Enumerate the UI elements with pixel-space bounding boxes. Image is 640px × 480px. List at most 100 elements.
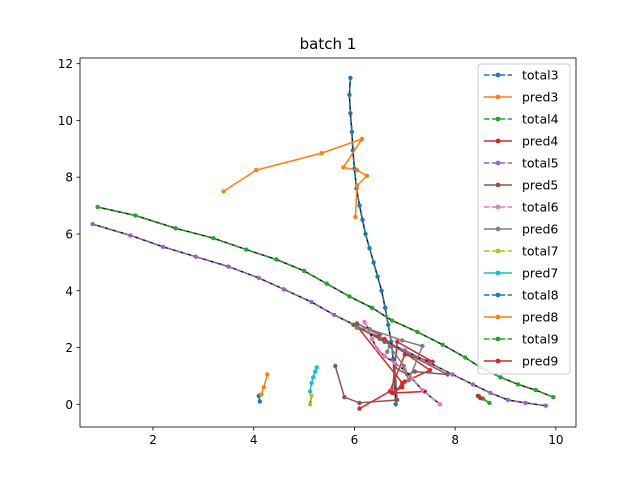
series-pred4-point [357, 406, 362, 411]
legend-label-pred8: pred8 [522, 310, 558, 325]
series-total5-point [543, 403, 548, 408]
series-total5-point [193, 254, 198, 259]
y-tick-label: 6 [65, 227, 73, 241]
series-pred7-point [310, 375, 316, 380]
series-total5-point [160, 244, 166, 249]
series-pred3-point [319, 150, 324, 156]
series-pred6-point [406, 378, 411, 383]
legend-marker-pred5 [495, 182, 501, 188]
series-pred8 [259, 372, 270, 397]
legend-label-total8: total8 [522, 288, 559, 303]
series-total3-point [360, 217, 365, 222]
x-tick-label: 2 [149, 433, 157, 447]
plot-area [90, 75, 556, 411]
series-total3-point [348, 111, 353, 116]
series-total7-point [309, 393, 314, 398]
series-total5-point [488, 390, 493, 396]
y-tick-label: 2 [65, 341, 73, 355]
series-total3 [347, 75, 398, 407]
legend-marker-total9 [495, 336, 501, 342]
series-total4-point [533, 387, 538, 393]
series-pred5-point [357, 400, 362, 406]
series-total5-point [256, 275, 261, 281]
series-pred4-point [400, 385, 405, 390]
y-tick-label: 10 [58, 114, 73, 128]
series-total5-point [128, 233, 133, 238]
series-total3-point [367, 246, 372, 251]
x-tick-label: 8 [451, 433, 459, 447]
legend-label-total5: total5 [522, 156, 559, 171]
series-layer [90, 75, 556, 411]
series-pred6-point [385, 349, 390, 354]
series-total6-point [382, 353, 387, 359]
series-total4-point [324, 281, 329, 286]
series-pred3-point [354, 183, 360, 188]
legend-label-pred9: pred9 [522, 354, 558, 369]
legend-label-total7: total7 [522, 244, 559, 259]
series-total6-line [363, 321, 441, 405]
series-pred3-point [354, 167, 360, 173]
series-total4-point [173, 226, 178, 231]
series-total5-point [281, 287, 287, 292]
series-total9-point [487, 400, 492, 406]
legend-label-total6: total6 [522, 200, 559, 215]
series-total5-point [309, 299, 314, 305]
legend-label-pred6: pred6 [522, 222, 558, 237]
series-total3-point [363, 231, 368, 237]
y-tick-label: 4 [65, 284, 73, 298]
series-total4-point [133, 213, 138, 218]
series-pred5-point [351, 322, 356, 327]
series-total4-point [369, 305, 375, 310]
series-total3-point [375, 274, 380, 279]
legend-marker-pred3 [495, 94, 501, 100]
x-tick-label: 6 [351, 433, 359, 447]
series-total3-point [379, 288, 384, 293]
series-pred3-point [254, 167, 259, 173]
legend: total3 pred3 total4 pred4 total5 pred5 total6 p… [477, 63, 571, 375]
series-pred5-point [333, 363, 338, 369]
series-pred9-point [478, 395, 483, 401]
chart-title: batch 1 [300, 35, 357, 53]
legend-marker-total7 [495, 248, 501, 254]
legend-marker-total3 [495, 72, 501, 78]
series-pred5-point [395, 397, 400, 403]
legend-label-pred5: pred5 [522, 178, 558, 193]
series-pred5-point [354, 321, 360, 326]
series-pred6-point [401, 363, 406, 369]
series-total3-point [391, 356, 396, 362]
series-total6-point [410, 376, 415, 381]
series-total5-point [226, 264, 231, 269]
series-total4-point [390, 318, 395, 323]
legend-marker-pred8 [495, 314, 501, 320]
series-pred5-point [382, 339, 387, 344]
series-pred9 [476, 394, 483, 401]
legend-label-total9: total9 [522, 332, 559, 347]
series-pred7 [307, 365, 319, 394]
series-total3-point [386, 322, 391, 327]
series-total4-point [301, 268, 307, 274]
series-pred4-point [392, 390, 397, 396]
legend-marker-pred9 [495, 358, 501, 364]
series-total6-point [420, 387, 425, 393]
series-total5-point [470, 382, 475, 387]
series-pred4-point [400, 380, 405, 386]
series-total4 [95, 204, 556, 400]
legend-label-pred4: pred4 [522, 134, 558, 149]
x-tick-label: 4 [250, 433, 258, 447]
series-total4-point [274, 257, 279, 262]
legend-marker-pred4 [495, 138, 501, 144]
series-pred7-point [309, 380, 314, 386]
series-total4-point [211, 236, 216, 241]
legend-label-pred3: pred3 [522, 90, 558, 105]
series-pred6-point [367, 326, 372, 332]
legend-label-total4: total4 [522, 112, 559, 127]
legend-marker-pred7 [495, 270, 501, 276]
series-pred6-point [387, 343, 392, 349]
series-total4-point [440, 342, 445, 347]
legend-marker-total6 [495, 204, 501, 210]
x-tick-label: 10 [548, 433, 563, 447]
series-pred5-point [342, 395, 347, 400]
series-pred8-point [261, 385, 266, 390]
series-total3-point [371, 260, 376, 265]
